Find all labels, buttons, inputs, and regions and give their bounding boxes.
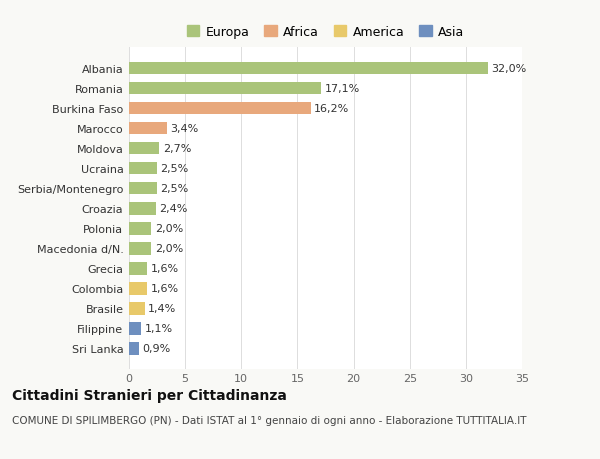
Bar (129, 83, 321, 95)
Text: 2,5%: 2,5% (160, 164, 188, 174)
Bar (129, 203, 156, 215)
Bar (129, 323, 142, 335)
Text: 2,4%: 2,4% (160, 204, 188, 214)
Text: 17,1%: 17,1% (325, 84, 359, 94)
Text: 2,0%: 2,0% (155, 244, 183, 254)
Text: 1,6%: 1,6% (151, 284, 178, 294)
Bar (129, 263, 147, 275)
Text: 1,6%: 1,6% (151, 264, 178, 274)
Bar (129, 63, 488, 75)
Bar (129, 143, 160, 155)
Legend: Europa, Africa, America, Asia: Europa, Africa, America, Asia (183, 22, 468, 43)
Text: COMUNE DI SPILIMBERGO (PN) - Dati ISTAT al 1° gennaio di ogni anno - Elaborazion: COMUNE DI SPILIMBERGO (PN) - Dati ISTAT … (12, 415, 527, 425)
Text: Cittadini Stranieri per Cittadinanza: Cittadini Stranieri per Cittadinanza (12, 388, 287, 402)
Bar (129, 162, 157, 175)
Text: 2,7%: 2,7% (163, 144, 191, 154)
Text: 2,0%: 2,0% (155, 224, 183, 234)
Text: 1,4%: 1,4% (148, 304, 176, 314)
Text: 32,0%: 32,0% (491, 64, 527, 74)
Text: 1,1%: 1,1% (145, 324, 173, 334)
Bar (129, 103, 311, 115)
Text: 2,5%: 2,5% (160, 184, 188, 194)
Bar (129, 302, 145, 315)
Bar (129, 183, 157, 195)
Bar (129, 342, 139, 355)
Bar (129, 283, 147, 295)
Text: 0,9%: 0,9% (142, 344, 171, 354)
Bar (129, 223, 151, 235)
Text: 16,2%: 16,2% (314, 104, 350, 114)
Bar (129, 123, 167, 135)
Bar (129, 243, 151, 255)
Text: 3,4%: 3,4% (170, 124, 199, 134)
